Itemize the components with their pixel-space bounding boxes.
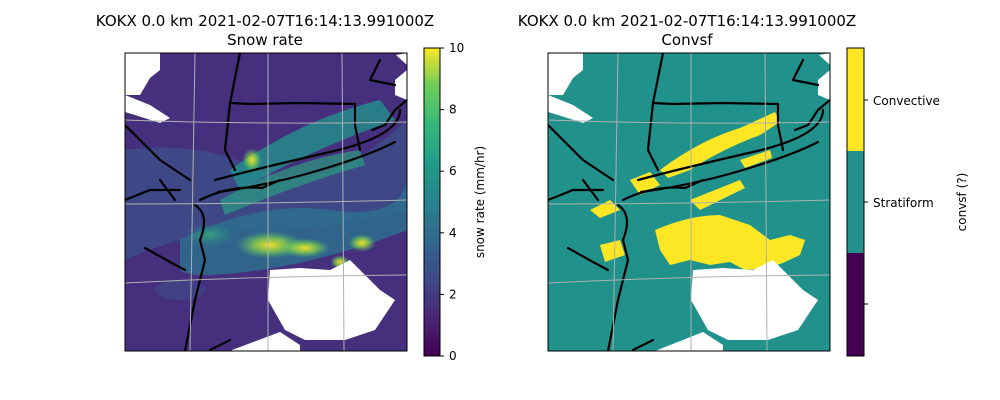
snow-rate-tick-label: 8 xyxy=(449,103,457,117)
snow-rate-colorbar-label: snow rate (mm/hr) xyxy=(473,146,487,258)
convsf-title: KOKX 0.0 km 2021-02-07T16:14:13.991000Z xyxy=(518,12,856,30)
convsf-panel: KOKX 0.0 km 2021-02-07T16:14:13.991000Z … xyxy=(518,12,969,357)
snow-rate-panel: KOKX 0.0 km 2021-02-07T16:14:13.991000Z … xyxy=(96,12,487,363)
convsf-colorbar: Stratiform Convective convsf (?) xyxy=(846,47,969,357)
convsf-tick-convective: Convective xyxy=(873,94,940,108)
convsf-tick-stratiform: Stratiform xyxy=(873,196,934,210)
convsf-swatch-1 xyxy=(847,151,864,253)
snow-rate-title: KOKX 0.0 km 2021-02-07T16:14:13.991000Z xyxy=(96,12,434,30)
snow-rate-tick-label: 6 xyxy=(449,164,457,178)
convsf-subtitle: Convsf xyxy=(661,31,713,49)
snow-rate-tick-label: 2 xyxy=(449,287,457,301)
snow-rate-tick-label: 4 xyxy=(449,226,457,240)
convsf-swatch-2 xyxy=(847,48,864,151)
snow-rate-colorbar: 0 2 4 6 8 10 snow rate (mm/hr) xyxy=(423,41,487,363)
convsf-field xyxy=(548,53,830,351)
snow-rate-subtitle: Snow rate xyxy=(227,31,303,49)
convsf-colorbar-label: convsf (?) xyxy=(955,173,969,232)
snow-rate-field xyxy=(125,53,407,351)
snow-rate-tick-label: 0 xyxy=(449,349,457,363)
snow-rate-tick-label: 10 xyxy=(449,41,464,55)
convsf-swatch-0 xyxy=(847,253,864,356)
